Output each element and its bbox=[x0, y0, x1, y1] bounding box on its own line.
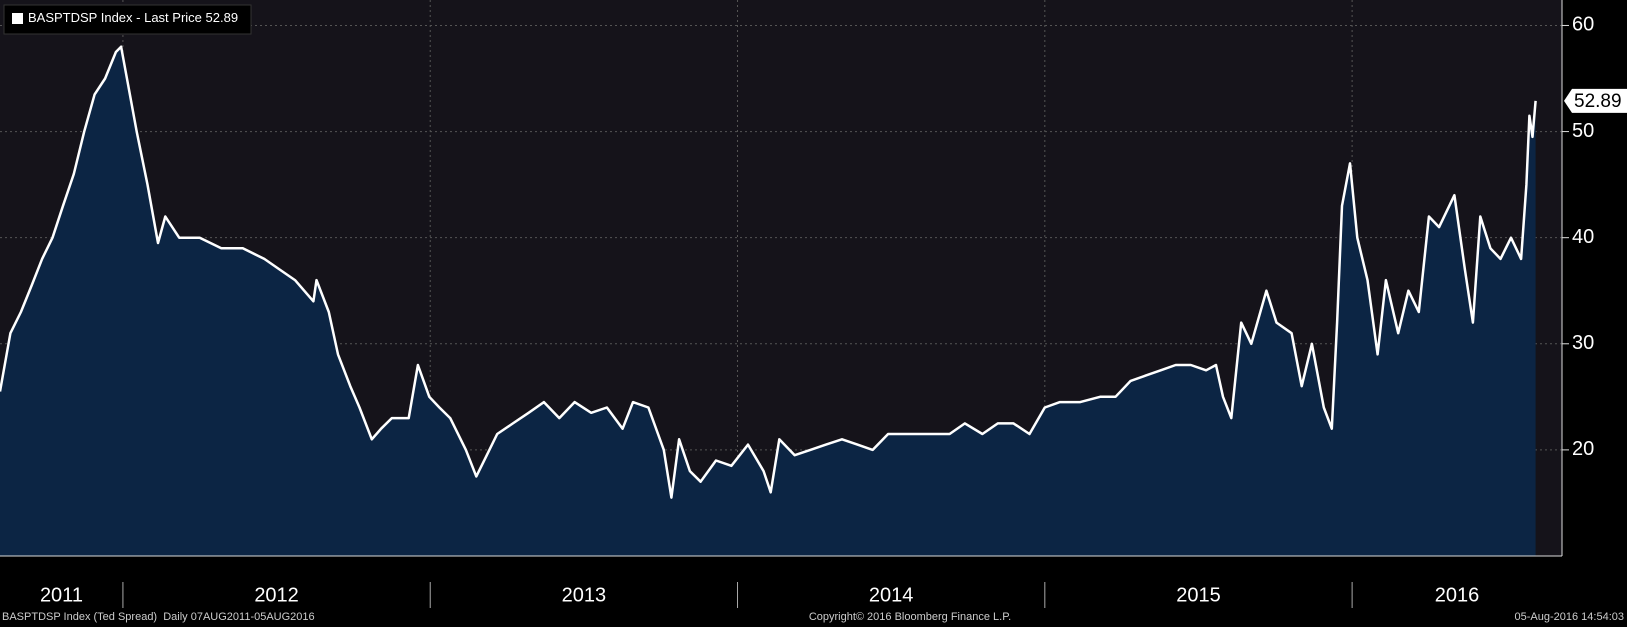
legend-last-value: 52.89 bbox=[206, 10, 239, 25]
last-value-label: 52.89 bbox=[1574, 91, 1622, 112]
x-tick-label: 2011 bbox=[40, 584, 83, 606]
area bbox=[0, 46, 1536, 556]
legend: BASPTDSP Index - Last Price 52.89 bbox=[3, 4, 252, 35]
y-tick-label: 50 bbox=[1572, 120, 1594, 142]
x-tick-label: 2014 bbox=[869, 584, 914, 606]
legend-swatch bbox=[12, 13, 23, 24]
y-tick-label: 60 bbox=[1572, 14, 1594, 36]
x-tick-label: 2012 bbox=[254, 584, 299, 606]
last-value-flag bbox=[1564, 88, 1627, 113]
footer-center: Copyright© 2016 Bloomberg Finance L.P. bbox=[809, 611, 1011, 623]
legend-name: BASPTDSP Index - Last Price bbox=[28, 10, 202, 25]
legend-box bbox=[3, 4, 252, 35]
line bbox=[0, 45, 1537, 499]
y-tick-label: 20 bbox=[1572, 438, 1594, 460]
legend-label: BASPTDSP Index - Last Price 52.89 bbox=[28, 10, 238, 25]
x-tick-label: 2015 bbox=[1176, 584, 1221, 606]
footer-left: BASPTDSP Index (Ted Spread) Daily 07AUG2… bbox=[2, 611, 315, 623]
footer-right: 05-Aug-2016 14:54:03 bbox=[1515, 611, 1624, 623]
x-tick-label: 2013 bbox=[562, 584, 607, 606]
y-tick-label: 30 bbox=[1572, 332, 1594, 354]
y-tick-label: 40 bbox=[1572, 226, 1594, 248]
x-tick-label: 2016 bbox=[1435, 584, 1480, 606]
